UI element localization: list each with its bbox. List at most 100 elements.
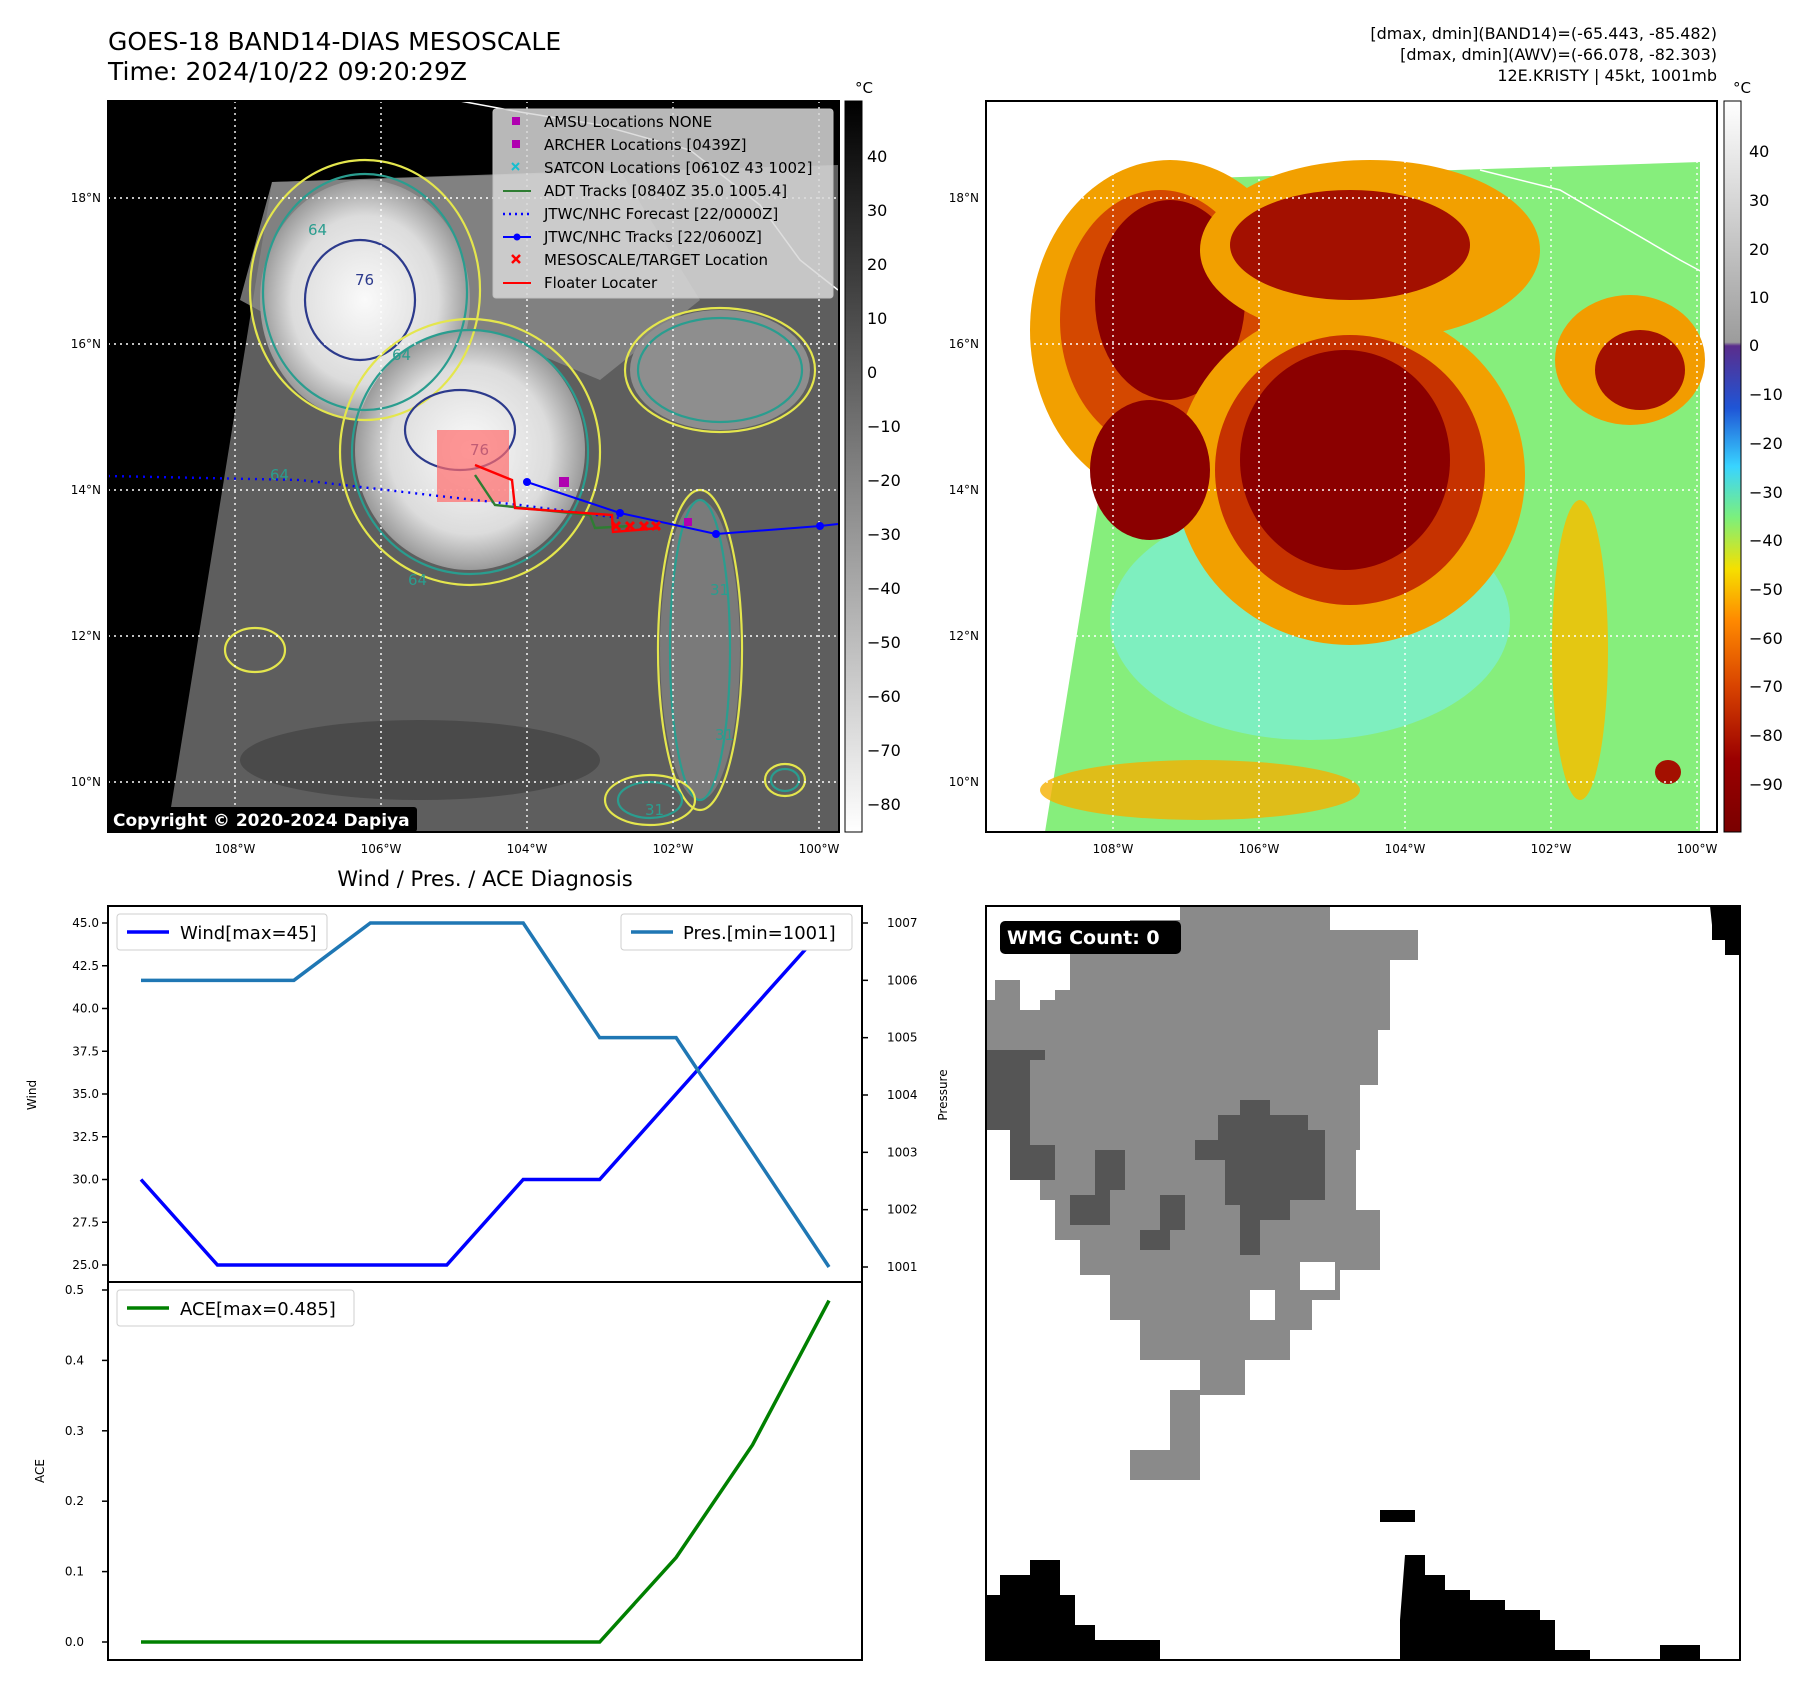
cbar-tick: −30 [867, 525, 901, 544]
cbar-tick: −60 [867, 687, 901, 706]
lat-label: 12°N [71, 629, 101, 643]
wmg-panel: WMG Count: 0 [985, 905, 1741, 1661]
legend-label: AMSU Locations NONE [544, 113, 712, 131]
wind-y-tick-label: 25.0 [72, 1258, 99, 1272]
cbar-tick: −40 [1749, 531, 1783, 550]
contour-label: 64 [408, 571, 427, 589]
wind-y-tick-label: 27.5 [72, 1215, 99, 1229]
cbar-tick: −30 [1749, 483, 1783, 502]
awv-band-south [1552, 500, 1608, 800]
wind-pressure-chart: 25.0 27.5 30.0 32.5 35.0 37.5 40.0 42.5 45.0 100… [25, 905, 950, 1283]
ir-satellite-panel: 64 76 64 76 64 31 31 64 31 [71, 79, 901, 856]
pressure-series-line [141, 921, 831, 1268]
cbar-tick: 40 [867, 147, 887, 166]
ace-y-tick-label: 0.3 [65, 1424, 84, 1438]
floater-box [437, 430, 509, 502]
lat-label: 10°N [949, 775, 979, 789]
wind-y-tick-label: 37.5 [72, 1044, 99, 1058]
contour-label: 64 [392, 346, 411, 364]
ace-y-tick-label: 0.1 [65, 1565, 84, 1579]
wmg-dark-region-south [1140, 1195, 1185, 1250]
ir-colorbar-unit: °C [855, 79, 873, 97]
wind-legend: Wind[max=45] [116, 913, 328, 951]
wmg-white-hole [1250, 1290, 1275, 1320]
legend-x-marker-icon [511, 162, 520, 171]
lon-label: 106°W [361, 842, 402, 856]
contour-label: 76 [355, 271, 374, 289]
cbar-tick: −40 [867, 579, 901, 598]
pressure-y-tick-label: 1001 [887, 1260, 918, 1274]
ir-panel-border [107, 100, 840, 833]
copyright-badge [108, 807, 417, 832]
cbar-tick: 20 [867, 255, 887, 274]
contour-label: 31 [710, 581, 729, 599]
awv-gridlines [986, 101, 1717, 832]
wind-y-tick-label: 40.0 [72, 1002, 99, 1016]
pressure-y-tick-label: 1002 [887, 1203, 918, 1217]
wind-y-ticks: 25.0 27.5 30.0 32.5 35.0 37.5 40.0 42.5 45.0 [72, 916, 108, 1272]
pressure-y-tick-label: 1006 [887, 973, 918, 987]
cbar-tick: −20 [1749, 434, 1783, 453]
cbar-tick: −10 [867, 417, 901, 436]
cbar-tick: 10 [1749, 288, 1769, 307]
ir-colorbar-ticks: 40 30 20 10 0 −10 −20 −30 −40 −50 −60 −7… [867, 147, 901, 814]
awv-inner-core [1240, 350, 1450, 570]
awv-cold-spot-se [1655, 760, 1681, 784]
awv-core-n [1230, 190, 1470, 300]
lon-label: 108°W [1093, 842, 1134, 856]
lat-label: 14°N [71, 483, 101, 497]
floater-locater-track [474, 463, 661, 534]
wmg-black-se [1400, 1555, 1590, 1660]
pressure-legend-label: Pres.[min=1001] [683, 923, 836, 944]
wmg-black-ne [1710, 906, 1740, 955]
wmg-black-sw [986, 1560, 1160, 1660]
ace-y-tick-label: 0.0 [65, 1635, 84, 1649]
lon-label: 102°W [653, 842, 694, 856]
cbar-tick: −80 [1749, 726, 1783, 745]
copyright-text: Copyright © 2020-2024 Dapiya [113, 811, 410, 831]
pressure-legend: Pres.[min=1001] [620, 913, 853, 951]
wmg-dark-region-mid [1070, 1150, 1125, 1225]
awv-coastline [1479, 169, 1718, 281]
lon-label: 106°W [1239, 842, 1280, 856]
ace-plot-area [107, 1281, 863, 1661]
contour-label: 64 [270, 466, 289, 484]
legend-label: ADT Tracks [0840Z 35.0 1005.4] [544, 182, 787, 200]
wind-series-line [139, 921, 831, 1267]
storm-info: 12E.KRISTY | 45kt, 1001mb [1497, 66, 1717, 85]
ace-y-ticks: 0.0 0.1 0.2 0.3 0.4 0.5 [65, 1283, 108, 1649]
pressure-legend-box [620, 913, 853, 951]
legend-square-marker-icon [512, 117, 520, 125]
figure-title-line2: Time: 2024/10/22 09:20:29Z [107, 57, 467, 86]
pressure-y-tick-label: 1007 [887, 916, 918, 930]
wind-y-tick-label: 45.0 [72, 916, 99, 930]
ace-chart: 0.0 0.1 0.2 0.3 0.4 0.5 ACE ACE[max=0.485] [33, 1281, 863, 1661]
cbar-tick: −60 [1749, 629, 1783, 648]
awv-stats: [dmax, dmin](AWV)=(-66.078, -82.303) [1400, 45, 1717, 64]
ir-lat-labels: 18°N 16°N 14°N 12°N 10°N [71, 191, 101, 789]
legend-label: MESOSCALE/TARGET Location [544, 251, 768, 269]
lon-label: 102°W [1531, 842, 1572, 856]
wmg-gray-region [986, 906, 1418, 1480]
lat-label: 12°N [949, 629, 979, 643]
wind-legend-label: Wind[max=45] [180, 923, 317, 944]
jtwc-forecast-track [107, 474, 621, 520]
ir-legend: AMSU Locations NONE ARCHER Locations [04… [492, 108, 834, 299]
lat-label: 16°N [949, 337, 979, 351]
band14-stats: [dmax, dmin](BAND14)=(-65.443, -85.482) [1370, 24, 1717, 43]
awv-panel-border [985, 100, 1718, 833]
legend-x-marker-icon [511, 254, 521, 264]
lon-label: 104°W [1385, 842, 1426, 856]
awv-band-sw [1040, 760, 1360, 820]
ace-y-axis-label: ACE [33, 1459, 47, 1483]
wmg-panel-border [985, 905, 1741, 1661]
awv-satellite-panel: 18°N 16°N 14°N 12°N 10°N 108°W 106°W 104… [949, 79, 1783, 856]
awv-cold-west [1090, 400, 1210, 540]
wind-y-axis-label: Wind [25, 1080, 39, 1110]
cbar-tick: 20 [1749, 240, 1769, 259]
awv-colorbar-unit: °C [1733, 79, 1751, 97]
legend-label: SATCON Locations [0610Z 43 1002] [544, 159, 812, 177]
ace-legend-box [116, 1289, 355, 1327]
legend-label: JTWC/NHC Tracks [22/0600Z] [543, 228, 762, 246]
